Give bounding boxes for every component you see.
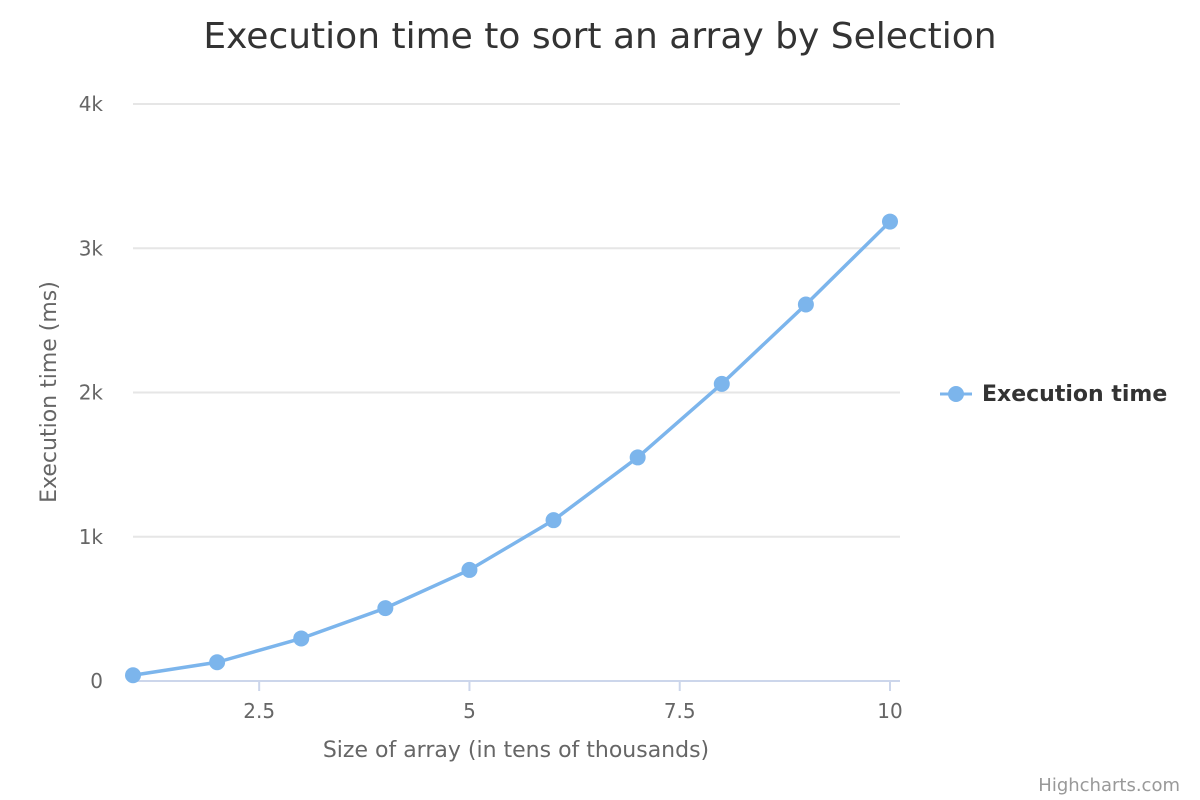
y-tick-label: 4k — [79, 92, 104, 116]
legend-label: Execution time — [982, 382, 1167, 407]
series-execution-time — [125, 213, 898, 684]
chart-title: Execution time to sort an array by Selec… — [203, 16, 996, 57]
y-axis-title: Execution time (ms) — [37, 281, 62, 503]
y-tick-label: 1k — [79, 525, 104, 549]
data-point[interactable] — [629, 449, 646, 466]
data-point[interactable] — [293, 630, 310, 647]
x-tick-label: 5 — [463, 699, 476, 723]
y-axis-ticks: 0 1k 2k 3k 4k — [79, 92, 104, 693]
data-point[interactable] — [461, 561, 478, 578]
x-tick-label: 2.5 — [243, 699, 275, 723]
data-point[interactable] — [209, 654, 226, 671]
grid-lines — [133, 103, 900, 538]
x-axis-title: Size of array (in tens of thousands) — [323, 738, 709, 763]
series-line — [131, 219, 892, 677]
data-point[interactable] — [882, 213, 898, 230]
data-point[interactable] — [797, 296, 814, 313]
data-point[interactable] — [125, 667, 141, 684]
y-tick-label: 3k — [79, 236, 104, 260]
legend-item-execution-time[interactable]: Execution time — [940, 382, 1167, 407]
x-axis-ticks: 2.5 5 7.5 10 — [243, 681, 903, 723]
y-tick-label: 0 — [90, 669, 103, 693]
x-tick-label: 7.5 — [664, 699, 696, 723]
x-tick-label: 10 — [877, 699, 902, 723]
y-tick-label: 2k — [79, 381, 104, 405]
legend-marker-symbol — [948, 386, 964, 402]
data-point[interactable] — [377, 600, 394, 617]
data-point[interactable] — [545, 512, 562, 529]
data-point[interactable] — [713, 375, 730, 392]
credits-link[interactable]: Highcharts.com — [1038, 775, 1180, 796]
